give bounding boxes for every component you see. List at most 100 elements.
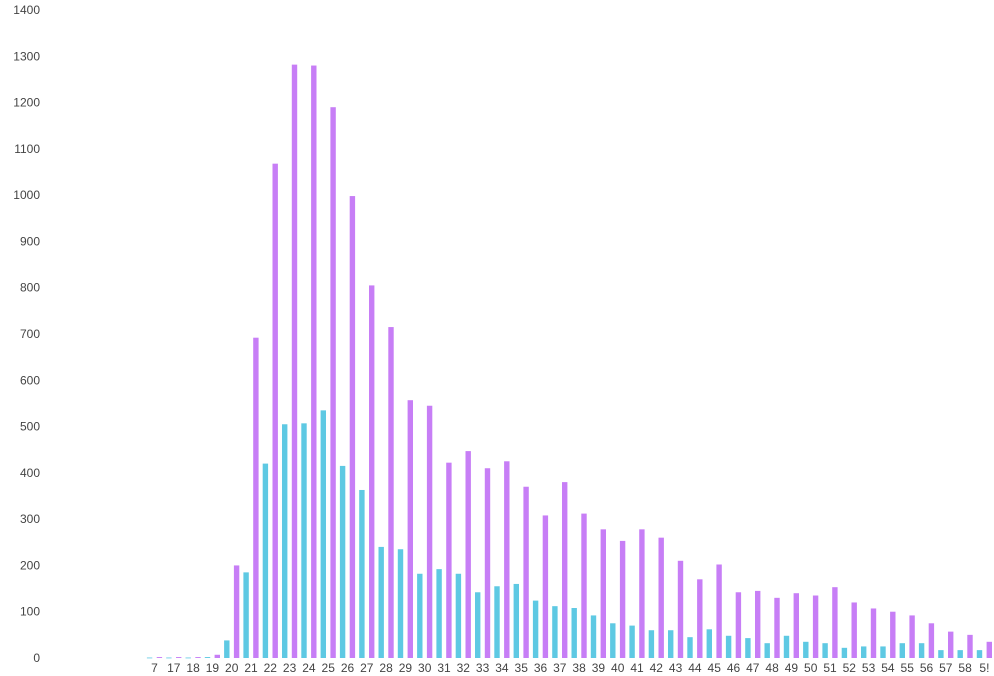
bar-series-1-25: [320, 410, 326, 658]
x-tick-label: 20: [225, 661, 239, 675]
bar-series-1-42: [648, 630, 655, 658]
x-tick-label: 24: [302, 661, 316, 675]
x-tick-label: 22: [264, 661, 278, 675]
x-tick-label: 34: [495, 661, 509, 675]
bar-series-1-55: [899, 643, 905, 658]
x-tick-label: 41: [630, 661, 644, 675]
x-tick-label: 44: [688, 661, 702, 675]
y-tick-label: 1400: [13, 3, 40, 17]
bar-series-2-58: [967, 634, 973, 658]
bar-series-2-23: [291, 64, 298, 659]
bar-series-2-35: [523, 486, 529, 658]
bar-series-1-53: [861, 646, 867, 658]
x-tick-label: 37: [553, 661, 567, 675]
bar-series-2-57: [948, 631, 954, 658]
bar-series-2-42: [658, 537, 664, 658]
x-tick-label: 45: [708, 661, 722, 675]
bar-series-2-40: [619, 540, 626, 658]
y-tick-label: 600: [20, 373, 40, 387]
x-tick-label: 29: [399, 661, 413, 675]
x-tick-label: 48: [765, 661, 779, 675]
bar-series-2-45: [716, 564, 722, 658]
bar-series-2-7: [156, 657, 163, 658]
x-tick-label: 53: [862, 661, 876, 675]
bar-series-2-31: [446, 462, 452, 658]
x-tick-label: 42: [650, 661, 664, 675]
bar-series-2-53: [870, 608, 877, 658]
bars: [146, 64, 992, 659]
bar-series-1-20: [224, 640, 230, 658]
bar-series-2-55: [909, 615, 915, 658]
bar-series-2-32: [465, 451, 471, 658]
bar-series-2-38: [581, 513, 587, 658]
bar-series-2-50: [812, 595, 819, 658]
bar-series-1-29: [397, 549, 404, 658]
bar-series-1-26: [339, 465, 346, 658]
bar-series-2-59: [986, 641, 992, 658]
bar-series-2-44: [697, 579, 703, 658]
bar-series-1-7: [146, 657, 153, 659]
x-tick-label: 23: [283, 661, 297, 675]
x-tick-label: 30: [418, 661, 432, 675]
bar-series-1-24: [301, 423, 307, 658]
y-tick-label: 1200: [13, 96, 40, 110]
bar-series-2-19: [214, 654, 220, 658]
bar-series-1-54: [880, 646, 886, 658]
x-tick-label: 52: [843, 661, 857, 675]
bar-series-1-23: [282, 424, 288, 658]
bar-series-1-37: [552, 606, 558, 658]
x-tick-label: 35: [515, 661, 529, 675]
x-tick-label: 26: [341, 661, 355, 675]
bar-series-1-59: [976, 650, 983, 658]
bar-series-2-43: [677, 560, 684, 658]
bar-series-2-18: [195, 657, 201, 658]
x-tick-label: 19: [206, 661, 220, 675]
x-tick-label: 46: [727, 661, 741, 675]
bar-series-2-41: [639, 529, 645, 658]
bar-series-2-20: [233, 565, 240, 658]
bar-series-1-32: [455, 573, 462, 658]
bar-series-1-41: [629, 625, 635, 658]
bar-series-2-46: [735, 592, 742, 658]
bar-series-1-21: [243, 572, 249, 658]
bar-series-1-57: [938, 650, 944, 658]
bar-series-2-49: [793, 593, 799, 658]
bar-series-2-48: [774, 597, 780, 658]
bar-series-2-29: [407, 400, 413, 658]
bar-series-2-51: [832, 587, 838, 658]
bar-series-2-47: [755, 590, 761, 658]
bar-series-1-39: [590, 615, 597, 658]
bar-series-2-24: [311, 65, 317, 659]
x-axis: 7 17 18 19 20 21 22 23 24 25 26 27 28 29 30 31 32 33 34 35 3…: [151, 661, 989, 675]
x-tick-label: 49: [785, 661, 799, 675]
x-tick-label: 47: [746, 661, 760, 675]
x-tick-label: 39: [592, 661, 606, 675]
x-tick-label: 58: [958, 661, 972, 675]
x-tick-label: 18: [186, 661, 200, 675]
y-tick-label: 300: [20, 512, 40, 526]
bar-series-1-18: [185, 657, 191, 659]
bar-series-2-17: [176, 657, 182, 658]
x-tick-label: 27: [360, 661, 374, 675]
bar-series-1-58: [957, 650, 963, 658]
bar-series-1-27: [359, 489, 365, 658]
bar-series-1-17: [166, 657, 172, 659]
x-tick-label: 25: [322, 661, 336, 675]
bar-series-1-49: [783, 635, 790, 658]
bar-series-2-27: [369, 285, 375, 658]
bar-series-2-33: [484, 468, 491, 658]
bar-series-1-31: [436, 569, 442, 658]
y-tick-label: 1100: [14, 142, 40, 156]
x-tick-label: 21: [244, 661, 258, 675]
bar-series-1-44: [687, 637, 693, 658]
bar-series-1-46: [725, 635, 732, 658]
bar-series-1-56: [918, 643, 925, 658]
y-tick-label: 400: [20, 466, 40, 480]
bar-series-2-37: [562, 482, 568, 658]
bar-series-2-54: [890, 611, 896, 658]
bar-series-2-36: [542, 515, 549, 658]
bar-series-2-30: [426, 405, 433, 658]
bar-series-1-19: [204, 657, 211, 658]
x-tick-label: 43: [669, 661, 683, 675]
